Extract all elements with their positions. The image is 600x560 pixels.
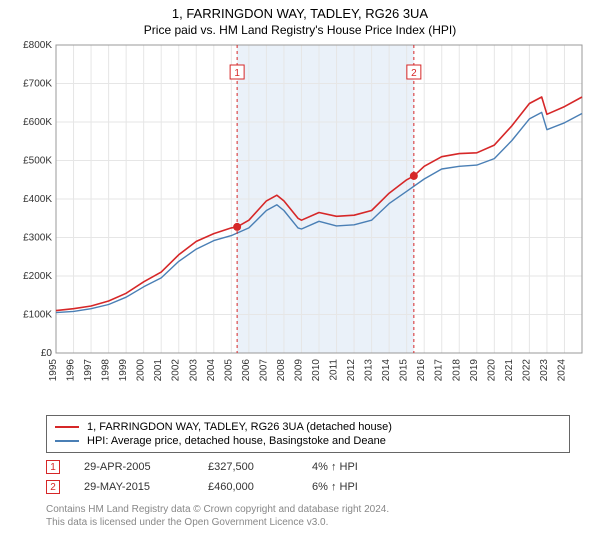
- svg-text:2: 2: [411, 68, 417, 79]
- svg-text:£200K: £200K: [23, 271, 52, 282]
- svg-text:1998: 1998: [101, 359, 112, 382]
- legend-label: HPI: Average price, detached house, Basi…: [87, 435, 386, 447]
- svg-text:£400K: £400K: [23, 194, 52, 205]
- footnote-line1: Contains HM Land Registry data © Crown c…: [46, 503, 570, 516]
- annotation-date: 29-MAY-2015: [84, 481, 184, 493]
- footnote: Contains HM Land Registry data © Crown c…: [46, 503, 570, 529]
- title-block: 1, FARRINGDON WAY, TADLEY, RG26 3UA Pric…: [0, 0, 600, 39]
- footnote-line2: This data is licensed under the Open Gov…: [46, 516, 570, 529]
- chart-container: 1, FARRINGDON WAY, TADLEY, RG26 3UA Pric…: [0, 0, 600, 529]
- annotation-pct: 6% ↑ HPI: [312, 481, 402, 493]
- svg-text:£800K: £800K: [23, 40, 52, 51]
- svg-text:2018: 2018: [451, 359, 462, 382]
- svg-text:2019: 2019: [469, 359, 480, 382]
- svg-text:2010: 2010: [311, 359, 322, 382]
- svg-text:2011: 2011: [329, 359, 340, 381]
- legend-swatch: [55, 440, 79, 442]
- annotation-row: 1 29-APR-2005 £327,500 4% ↑ HPI: [46, 457, 570, 477]
- svg-text:2020: 2020: [486, 359, 497, 382]
- svg-text:2022: 2022: [521, 359, 532, 382]
- svg-text:2016: 2016: [416, 359, 427, 382]
- legend-swatch: [55, 426, 79, 428]
- svg-text:1997: 1997: [83, 359, 94, 382]
- legend-label: 1, FARRINGDON WAY, TADLEY, RG26 3UA (det…: [87, 421, 392, 433]
- annotation-price: £460,000: [208, 481, 288, 493]
- svg-text:2014: 2014: [381, 359, 392, 382]
- svg-text:1: 1: [234, 68, 240, 79]
- sales-annotation-table: 1 29-APR-2005 £327,500 4% ↑ HPI 2 29-MAY-2015…: [46, 457, 570, 497]
- svg-text:£100K: £100K: [23, 310, 52, 321]
- svg-text:2023: 2023: [539, 359, 550, 382]
- svg-text:2002: 2002: [171, 359, 182, 382]
- svg-text:1999: 1999: [118, 359, 129, 382]
- svg-text:£300K: £300K: [23, 233, 52, 244]
- svg-text:2006: 2006: [241, 359, 252, 382]
- annotation-row: 2 29-MAY-2015 £460,000 6% ↑ HPI: [46, 477, 570, 497]
- svg-text:2009: 2009: [293, 359, 304, 382]
- svg-text:2007: 2007: [258, 359, 269, 382]
- legend-row: HPI: Average price, detached house, Basi…: [55, 434, 561, 448]
- annotation-pct: 4% ↑ HPI: [312, 461, 402, 473]
- svg-text:2015: 2015: [399, 359, 410, 382]
- svg-text:£0: £0: [41, 348, 53, 359]
- svg-text:£600K: £600K: [23, 117, 52, 128]
- svg-text:2012: 2012: [346, 359, 357, 382]
- svg-text:2021: 2021: [504, 359, 515, 382]
- svg-text:2013: 2013: [364, 359, 375, 382]
- svg-text:£500K: £500K: [23, 156, 52, 167]
- svg-text:2000: 2000: [136, 359, 147, 382]
- svg-text:2001: 2001: [153, 359, 164, 382]
- svg-text:2003: 2003: [188, 359, 199, 382]
- title-subtitle: Price paid vs. HM Land Registry's House …: [0, 23, 600, 37]
- svg-text:2005: 2005: [223, 359, 234, 382]
- svg-text:2004: 2004: [206, 359, 217, 382]
- svg-text:£700K: £700K: [23, 79, 52, 90]
- svg-text:2008: 2008: [276, 359, 287, 382]
- annotation-marker: 2: [46, 480, 60, 494]
- annotation-date: 29-APR-2005: [84, 461, 184, 473]
- title-address: 1, FARRINGDON WAY, TADLEY, RG26 3UA: [0, 6, 600, 21]
- chart-area: £0 £100K £200K £300K £400K £500K £600K £700K £80…: [10, 39, 590, 409]
- annotation-marker: 1: [46, 460, 60, 474]
- legend-row: 1, FARRINGDON WAY, TADLEY, RG26 3UA (det…: [55, 420, 561, 434]
- svg-text:1996: 1996: [66, 359, 77, 382]
- annotation-price: £327,500: [208, 461, 288, 473]
- svg-text:2024: 2024: [556, 359, 567, 382]
- svg-text:2017: 2017: [434, 359, 445, 382]
- legend-box: 1, FARRINGDON WAY, TADLEY, RG26 3UA (det…: [46, 415, 570, 453]
- line-chart-svg: £0 £100K £200K £300K £400K £500K £600K £700K £80…: [10, 39, 590, 409]
- svg-text:1995: 1995: [48, 359, 59, 382]
